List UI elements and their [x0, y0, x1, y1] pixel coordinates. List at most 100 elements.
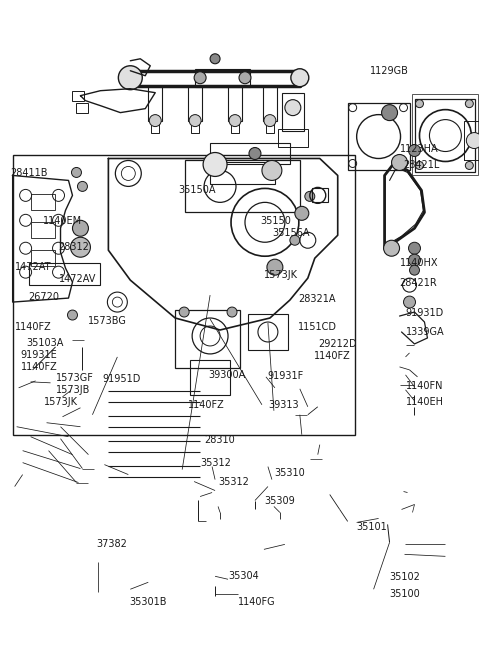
- Bar: [210, 162, 275, 185]
- Text: 37382: 37382: [96, 539, 127, 550]
- Text: 28421R: 28421R: [399, 278, 437, 288]
- Text: 28312: 28312: [59, 242, 89, 252]
- Text: 35301B: 35301B: [130, 597, 167, 607]
- Text: 39313: 39313: [268, 400, 299, 410]
- Circle shape: [189, 115, 201, 126]
- Text: 1140FG: 1140FG: [238, 597, 276, 607]
- Circle shape: [465, 100, 473, 107]
- Text: 26720: 26720: [29, 292, 60, 302]
- Circle shape: [382, 105, 397, 121]
- Bar: [12, 155, 355, 435]
- Bar: [248, 314, 288, 350]
- Circle shape: [416, 162, 423, 170]
- Text: 1140EM: 1140EM: [43, 216, 82, 227]
- Bar: [29, 263, 100, 285]
- Text: 91951D: 91951D: [102, 374, 141, 384]
- Text: 1573BG: 1573BG: [88, 316, 127, 326]
- Circle shape: [465, 162, 473, 170]
- Bar: [228, 86, 242, 121]
- Circle shape: [404, 296, 416, 308]
- Circle shape: [295, 206, 309, 220]
- Circle shape: [408, 145, 420, 157]
- Circle shape: [249, 147, 261, 159]
- Text: 1123HA: 1123HA: [399, 143, 438, 153]
- Text: 1140FN: 1140FN: [406, 381, 443, 391]
- Text: 1140FZ: 1140FZ: [188, 400, 225, 410]
- Text: 1140EH: 1140EH: [406, 397, 444, 407]
- Text: 28310: 28310: [204, 435, 235, 445]
- Text: 1573JK: 1573JK: [44, 397, 78, 407]
- Circle shape: [72, 220, 88, 236]
- Circle shape: [229, 115, 241, 126]
- Bar: [231, 121, 239, 132]
- Circle shape: [227, 307, 237, 317]
- Circle shape: [264, 115, 276, 126]
- Circle shape: [179, 307, 189, 317]
- Bar: [278, 128, 308, 147]
- Bar: [416, 99, 475, 172]
- Bar: [31, 250, 55, 266]
- Bar: [210, 143, 290, 164]
- Bar: [195, 69, 250, 86]
- Text: 35150: 35150: [260, 216, 291, 227]
- Text: 1339GA: 1339GA: [406, 327, 444, 337]
- Text: 29212D: 29212D: [318, 339, 356, 349]
- Circle shape: [194, 72, 206, 84]
- Bar: [348, 103, 409, 170]
- Bar: [31, 222, 55, 238]
- Bar: [76, 103, 88, 113]
- Circle shape: [392, 155, 408, 170]
- Bar: [188, 86, 202, 121]
- Circle shape: [267, 259, 283, 275]
- Bar: [282, 92, 304, 130]
- Text: 35100: 35100: [389, 590, 420, 599]
- Bar: [185, 160, 300, 212]
- Circle shape: [203, 153, 227, 176]
- Text: 35310: 35310: [274, 468, 305, 477]
- Text: 1151CD: 1151CD: [298, 322, 337, 332]
- Text: 1472AV: 1472AV: [59, 274, 96, 284]
- Text: 35312: 35312: [200, 458, 231, 468]
- Bar: [312, 189, 328, 202]
- Bar: [175, 310, 240, 368]
- Text: 35156A: 35156A: [272, 229, 310, 238]
- Text: 35309: 35309: [264, 496, 295, 506]
- Text: 39300A: 39300A: [208, 370, 245, 380]
- Circle shape: [239, 72, 251, 84]
- Circle shape: [77, 181, 87, 191]
- Circle shape: [408, 242, 420, 254]
- Circle shape: [408, 254, 420, 266]
- Circle shape: [305, 191, 315, 201]
- Text: 91931F: 91931F: [267, 371, 303, 381]
- Bar: [72, 90, 84, 101]
- Circle shape: [71, 237, 90, 257]
- Text: 35150A: 35150A: [178, 185, 216, 195]
- Text: 35102: 35102: [389, 572, 420, 582]
- Circle shape: [467, 132, 480, 149]
- Bar: [263, 86, 277, 121]
- Text: 91931E: 91931E: [21, 350, 58, 360]
- Circle shape: [262, 160, 282, 180]
- Circle shape: [416, 100, 423, 107]
- Bar: [464, 121, 480, 160]
- Circle shape: [291, 69, 309, 86]
- Circle shape: [72, 168, 82, 178]
- Bar: [190, 360, 230, 395]
- Bar: [266, 121, 274, 132]
- Text: 35101: 35101: [357, 523, 387, 533]
- Circle shape: [149, 115, 161, 126]
- Text: 91931D: 91931D: [406, 308, 444, 318]
- Text: 1472AT: 1472AT: [15, 262, 51, 272]
- Text: 1140FZ: 1140FZ: [21, 362, 58, 372]
- Circle shape: [409, 265, 420, 275]
- Text: 28411B: 28411B: [11, 168, 48, 178]
- Text: 1140FZ: 1140FZ: [314, 351, 350, 361]
- Text: 35312: 35312: [218, 477, 249, 487]
- Circle shape: [68, 310, 77, 320]
- Text: 1573JB: 1573JB: [56, 385, 90, 395]
- Circle shape: [285, 100, 301, 116]
- Text: 35103A: 35103A: [26, 338, 64, 348]
- Bar: [412, 94, 478, 176]
- Text: 28321A: 28321A: [298, 294, 336, 304]
- Bar: [151, 121, 159, 132]
